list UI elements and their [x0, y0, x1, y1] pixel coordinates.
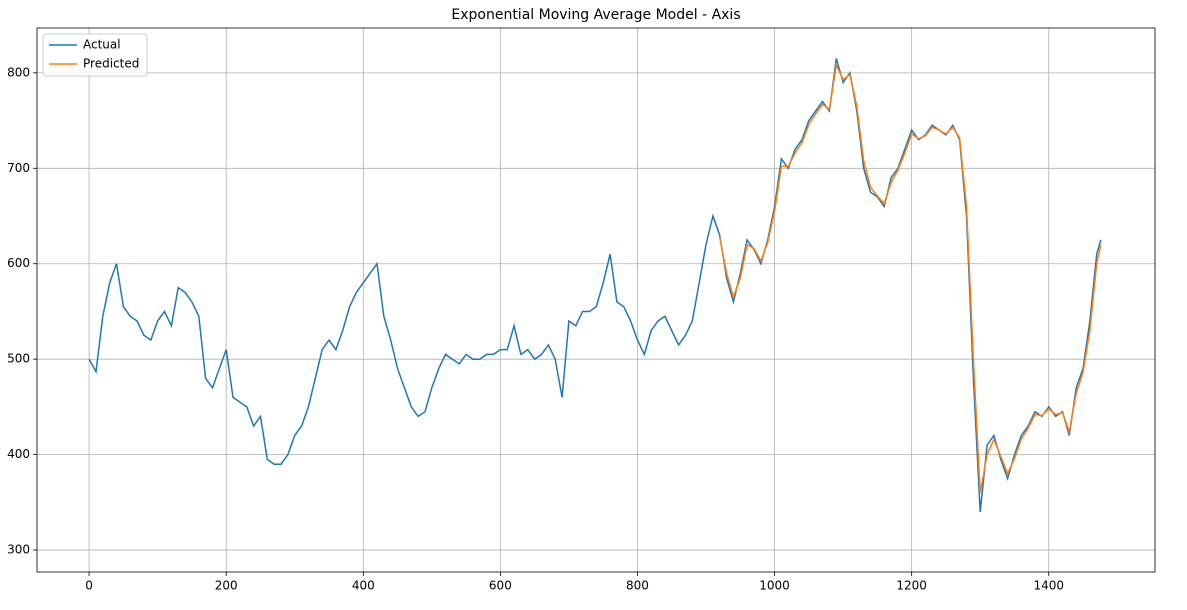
y-tick-label: 600 [7, 256, 30, 270]
y-tick-label: 300 [7, 543, 30, 557]
legend-label: Predicted [83, 57, 139, 71]
y-tick-label: 800 [7, 65, 30, 79]
x-tick-label: 400 [352, 579, 375, 593]
x-tick-label: 600 [489, 579, 512, 593]
x-tick-label: 800 [626, 579, 649, 593]
x-tick-label: 1400 [1033, 579, 1064, 593]
data-line [718, 62, 1102, 493]
y-tick-label: 400 [7, 447, 30, 461]
x-tick-label: 200 [215, 579, 238, 593]
x-tick-label: 0 [85, 579, 93, 593]
plot-frame [36, 27, 1156, 573]
data-line [88, 58, 1102, 512]
legend-label: Actual [83, 38, 121, 52]
y-tick-label: 700 [7, 161, 30, 175]
x-tick-label: 1000 [759, 579, 790, 593]
y-tick-label: 500 [7, 352, 30, 366]
x-tick-label: 1200 [896, 579, 927, 593]
chart-title: Exponential Moving Average Model - Axis [451, 7, 740, 23]
